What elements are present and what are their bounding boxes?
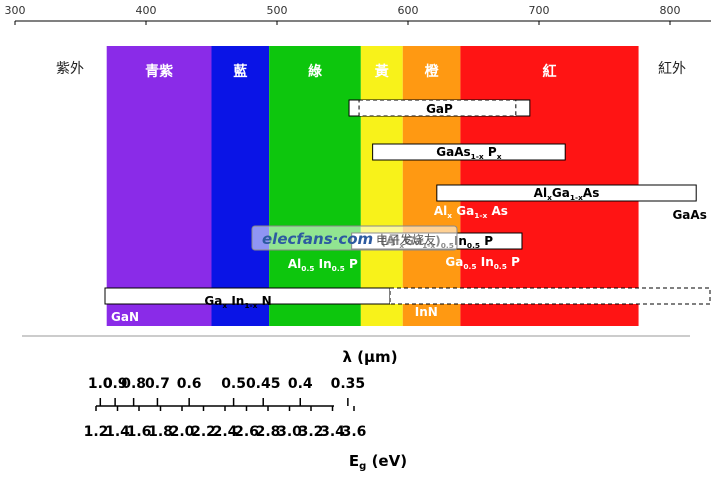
material-inline-label: GaN: [111, 310, 139, 324]
material-inline-label: Ga0.5 In0.5 P: [445, 255, 520, 271]
wavelength-tick-label: 0.6: [177, 376, 202, 392]
color-band-label: 橙: [425, 63, 440, 80]
ir-label: 紅外: [658, 61, 686, 77]
watermark-text: elecfans·com: [262, 230, 373, 248]
color-band: [361, 46, 403, 326]
material-range-label: AlxGa1-xAs: [534, 186, 600, 202]
top-axis-tick-label: 700: [529, 4, 550, 17]
wavelength-tick-label: 0.8: [121, 376, 146, 392]
color-band: [107, 46, 212, 326]
color-band-label: 藍: [233, 63, 247, 80]
wavelength-tick-label: 0.5: [221, 376, 246, 392]
uv-label: 紫外: [56, 61, 84, 77]
top-axis-tick-label: 600: [398, 4, 419, 17]
top-axis-tick-label: 300: [5, 4, 26, 17]
top-axis-tick-label: 500: [267, 4, 288, 17]
color-band-label: 紅: [542, 63, 556, 80]
wavelength-tick-label: 0.7: [145, 376, 170, 392]
material-inline-label: Alx Ga1-x As: [434, 204, 508, 220]
color-band-label: 黃: [374, 63, 389, 80]
color-band: [212, 46, 270, 326]
top-axis-tick-label: 800: [660, 4, 681, 17]
color-band-label: 青紫: [145, 63, 173, 80]
material-range-label: GaAs1-x Px: [436, 145, 501, 161]
top-axis-tick-label: 400: [136, 4, 157, 17]
watermark-cn: 电子发烧友: [376, 232, 436, 247]
gainn-label: Gax In1-x N: [204, 294, 271, 310]
wavelength-tick-label: 0.45: [246, 376, 281, 392]
gainn-range-dashed: [390, 288, 710, 304]
color-band-label: 綠: [308, 63, 323, 80]
material-inline-label: InN: [415, 305, 438, 319]
gap-label: GaP: [426, 102, 453, 116]
energy-tick-label: 3.6: [342, 424, 367, 440]
wavelength-tick-label: 0.35: [331, 376, 366, 392]
color-band: [269, 46, 361, 326]
material-inline-label: GaAs: [672, 208, 706, 222]
material-inline-label: Al0.5 In0.5 P: [288, 257, 358, 273]
energy-axis-title: Eg (eV): [349, 452, 407, 472]
top-wavelength-axis: 300 400 500 600 700 800: [5, 4, 711, 25]
wavelength-tick-label: 0.4: [288, 376, 313, 392]
lambda-axis-title: λ (μm): [342, 348, 397, 366]
